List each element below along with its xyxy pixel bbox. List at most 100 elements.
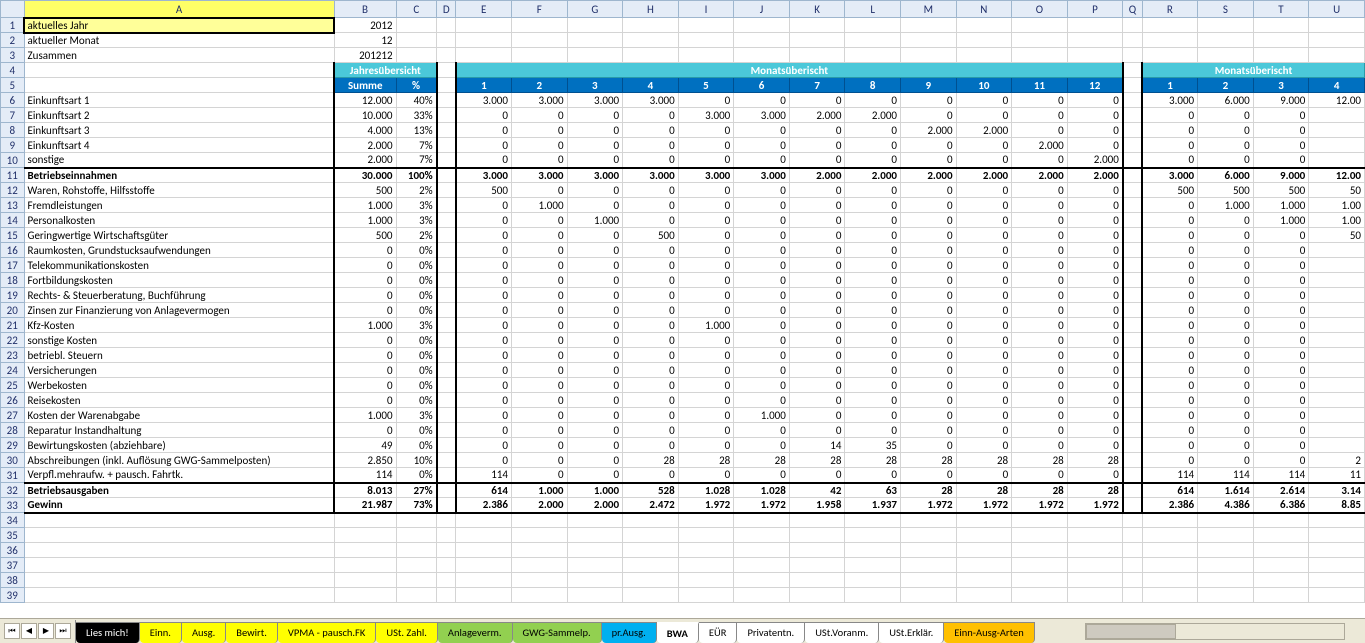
month-header-11[interactable]: 11 [1012,78,1068,93]
row-header-1[interactable]: 1 [1,18,25,33]
row-header-39[interactable]: 39 [1,588,25,603]
row-label[interactable]: Reparatur Instandhaltung [24,423,334,438]
row-header-25[interactable]: 25 [1,378,25,393]
row-header-13[interactable]: 13 [1,198,25,213]
row-header-36[interactable]: 36 [1,543,25,558]
month-header-r-1[interactable]: 1 [1142,78,1198,93]
month-header-r-3[interactable]: 3 [1253,78,1309,93]
tab-nav-button[interactable]: ⏭ [55,623,71,639]
row-label[interactable]: Verpfl.mehraufw. + pausch. Fahrtk. [24,468,334,483]
meta-label[interactable]: Zusammen [24,48,334,63]
column-header-E[interactable]: E [456,1,512,18]
column-header-U[interactable]: U [1309,1,1365,18]
column-header-L[interactable]: L [845,1,901,18]
row-header-30[interactable]: 30 [1,453,25,468]
sheet-tab[interactable]: Privatentn. [737,622,805,643]
horizontal-scrollbar[interactable] [1085,623,1345,640]
row-header-26[interactable]: 26 [1,393,25,408]
row-label[interactable]: Einkunftsart 2 [24,108,334,123]
row-header-7[interactable]: 7 [1,108,25,123]
row-header-29[interactable]: 29 [1,438,25,453]
tab-nav-button[interactable]: ▶ [38,623,54,639]
row-header-4[interactable]: 4 [1,63,25,78]
row-label[interactable]: Kosten der Warenabgabe [24,408,334,423]
column-header-P[interactable]: P [1067,1,1123,18]
row-label[interactable]: Bewirtungskosten (abziehbare) [24,438,334,453]
row-label[interactable]: sonstige [24,153,334,168]
row-label[interactable]: Geringwertige Wirtschaftsgüter [24,228,334,243]
tab-nav-button[interactable]: ◀ [21,623,37,639]
month-header-7[interactable]: 7 [789,78,845,93]
sheet-tab[interactable]: EÜR [699,622,738,643]
row-label[interactable]: Werbekosten [24,378,334,393]
sum-header[interactable]: Summe [334,78,396,93]
row-label[interactable]: Telekommunikationskosten [24,258,334,273]
sheet-tab[interactable]: Ausg. [182,622,226,643]
row-header-28[interactable]: 28 [1,423,25,438]
sheet-tab[interactable]: Bewirt. [226,622,278,643]
row-header-10[interactable]: 10 [1,153,25,168]
column-header-O[interactable]: O [1012,1,1068,18]
column-header-H[interactable]: H [623,1,679,18]
row-header-16[interactable]: 16 [1,243,25,258]
spreadsheet-grid[interactable]: ABCDEFGHIJKLMNOPQRSTU1aktuelles Jahr2012… [0,0,1365,618]
sheet-tab[interactable]: pr.Ausg. [602,622,657,643]
row-label[interactable]: Gewinn [24,498,334,513]
row-label[interactable]: Reisekosten [24,393,334,408]
column-header-M[interactable]: M [900,1,956,18]
sheet-tab[interactable]: VPMA - pausch.FK [278,622,376,643]
row-header-11[interactable]: 11 [1,168,25,183]
month-header-10[interactable]: 10 [956,78,1012,93]
row-label[interactable]: Einkunftsart 1 [24,93,334,108]
row-header-9[interactable]: 9 [1,138,25,153]
row-header-35[interactable]: 35 [1,528,25,543]
row-label[interactable]: Personalkosten [24,213,334,228]
month-header-3[interactable]: 3 [567,78,623,93]
row-header-37[interactable]: 37 [1,558,25,573]
column-header-T[interactable]: T [1253,1,1309,18]
sheet-tab[interactable]: Einn. [140,622,182,643]
month-header-5[interactable]: 5 [678,78,734,93]
row-header-14[interactable]: 14 [1,213,25,228]
row-label[interactable]: sonstige Kosten [24,333,334,348]
meta-label[interactable]: aktueller Monat [24,33,334,48]
column-header-I[interactable]: I [678,1,734,18]
month-header-2[interactable]: 2 [511,78,567,93]
row-label[interactable]: Betriebseinnahmen [24,168,334,183]
row-header-19[interactable]: 19 [1,288,25,303]
row-header-2[interactable]: 2 [1,33,25,48]
month-header-4[interactable]: 4 [623,78,679,93]
meta-value[interactable]: 201212 [334,48,396,63]
column-header-K[interactable]: K [789,1,845,18]
sheet-tab[interactable]: BWA [657,622,699,643]
month-header-r-4[interactable]: 4 [1309,78,1365,93]
meta-label[interactable]: aktuelles Jahr [24,18,334,33]
sheet-tab[interactable]: Lies mich! [76,622,140,643]
row-header-22[interactable]: 22 [1,333,25,348]
row-label[interactable]: Einkunftsart 3 [24,123,334,138]
pct-header[interactable]: % [396,78,437,93]
column-header-J[interactable]: J [734,1,790,18]
column-header-D[interactable]: D [437,1,456,18]
column-header-R[interactable]: R [1142,1,1198,18]
month-header-1[interactable]: 1 [456,78,512,93]
column-header-S[interactable]: S [1198,1,1254,18]
meta-value[interactable]: 2012 [334,18,396,33]
sheet-tab[interactable]: GWG-Sammelp. [513,622,602,643]
row-label[interactable]: betriebl. Steuern [24,348,334,363]
row-label[interactable]: Versicherungen [24,363,334,378]
annual-header[interactable]: Jahresübersicht [334,63,437,78]
monthly-header-2[interactable]: Monatsüberischt [1142,63,1364,78]
monthly-header[interactable]: Monatsüberischt [456,63,1123,78]
row-header-5[interactable]: 5 [1,78,25,93]
column-header-B[interactable]: B [334,1,396,18]
row-label[interactable]: Betriebsausgaben [24,483,334,498]
row-header-3[interactable]: 3 [1,48,25,63]
column-header-G[interactable]: G [567,1,623,18]
row-header-21[interactable]: 21 [1,318,25,333]
month-header-r-2[interactable]: 2 [1198,78,1254,93]
row-header-32[interactable]: 32 [1,483,25,498]
column-header-C[interactable]: C [396,1,437,18]
sheet-tab[interactable]: USt.Voranm. [805,622,879,643]
row-header-24[interactable]: 24 [1,363,25,378]
